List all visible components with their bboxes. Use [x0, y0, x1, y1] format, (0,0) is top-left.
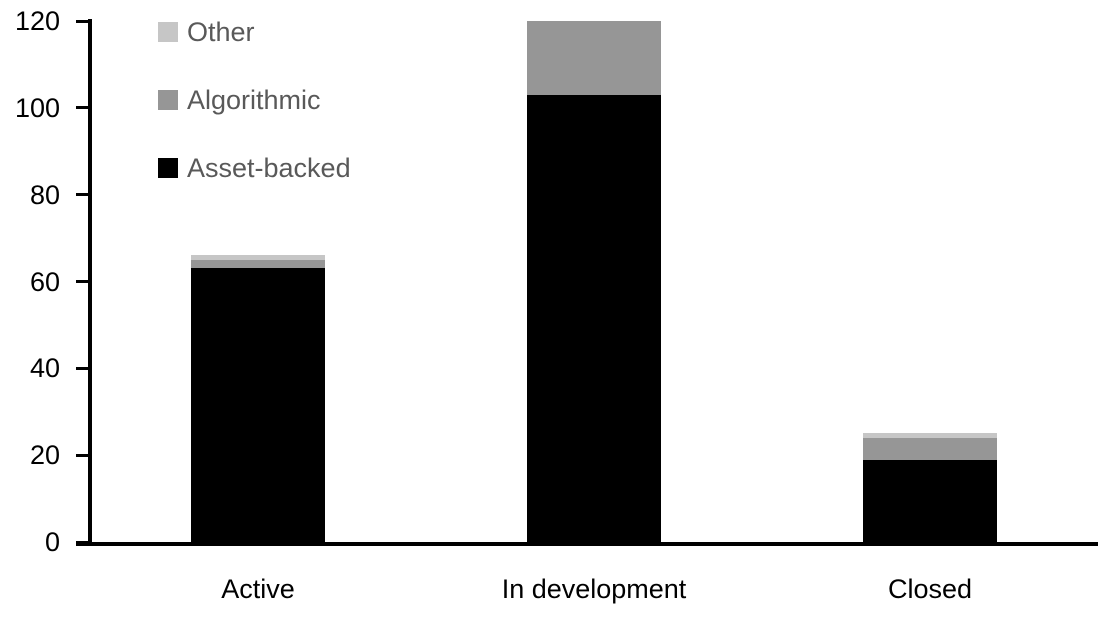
y-tick-label: 80 [29, 179, 60, 210]
y-tick-label: 100 [14, 92, 60, 123]
y-tick-label: 60 [29, 266, 60, 297]
legend-swatch-asset-backed [158, 158, 178, 178]
legend: Other Algorithmic Asset-backed [158, 17, 351, 221]
x-axis-label-active: Active [221, 574, 295, 604]
bar-segment-in-development-algorithmic [527, 21, 661, 95]
bar-segment-active-asset-backed [191, 268, 325, 542]
bar-segment-active-algorithmic [191, 259, 325, 269]
bar-segment-closed-asset-backed [863, 459, 997, 542]
bar-segment-active-other [191, 255, 325, 260]
y-tick-label: 40 [29, 353, 60, 384]
x-axis-line [76, 542, 1098, 546]
y-tick-mark [76, 540, 89, 544]
y-tick-mark [76, 19, 89, 23]
y-tick-mark [76, 366, 89, 370]
legend-item-other: Other [158, 17, 351, 47]
y-tick-mark [76, 280, 89, 283]
y-tick-mark [76, 453, 89, 457]
x-axis-label-closed: Closed [887, 574, 973, 604]
y-tick-mark [76, 193, 89, 197]
y-tick-label: 0 [44, 527, 60, 557]
legend-label-algorithmic: Algorithmic [187, 85, 321, 115]
legend-label-other: Other [187, 17, 255, 47]
bar-segment-closed-other [863, 433, 997, 438]
legend-swatch-algorithmic [158, 90, 178, 110]
y-tick-label: 120 [14, 6, 60, 36]
legend-swatch-other [158, 22, 178, 42]
y-tick-mark [76, 106, 89, 110]
legend-item-asset-backed: Asset-backed [158, 153, 351, 183]
legend-item-algorithmic: Algorithmic [158, 85, 351, 115]
bar-segment-in-development-asset-backed [527, 94, 661, 542]
bar-segment-closed-algorithmic [863, 437, 997, 460]
legend-label-asset-backed: Asset-backed [187, 153, 351, 183]
y-axis-line [88, 19, 92, 546]
x-axis-label-in-development: In development [501, 574, 687, 604]
y-tick-label: 20 [29, 440, 60, 471]
